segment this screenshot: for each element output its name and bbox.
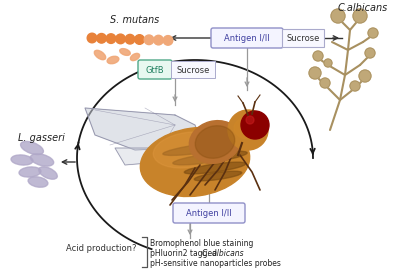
Text: Antigen I/II: Antigen I/II — [224, 34, 270, 43]
Circle shape — [228, 110, 268, 150]
Ellipse shape — [163, 141, 247, 155]
Text: Antigen I/II: Antigen I/II — [186, 208, 232, 217]
Text: C.albicans: C.albicans — [338, 3, 388, 13]
Circle shape — [241, 111, 269, 139]
Ellipse shape — [195, 126, 235, 158]
Ellipse shape — [30, 154, 54, 166]
FancyBboxPatch shape — [173, 203, 245, 223]
Circle shape — [324, 59, 332, 67]
Text: pH-sensitive nanoparticles probes: pH-sensitive nanoparticles probes — [150, 259, 281, 268]
Circle shape — [359, 70, 371, 82]
FancyBboxPatch shape — [171, 61, 215, 78]
Circle shape — [154, 35, 163, 45]
Polygon shape — [115, 148, 180, 165]
Circle shape — [135, 35, 144, 44]
Polygon shape — [85, 108, 200, 150]
Text: pHluorin2 tagged: pHluorin2 tagged — [150, 249, 219, 258]
Ellipse shape — [107, 56, 119, 64]
Circle shape — [97, 34, 106, 43]
Ellipse shape — [140, 128, 250, 197]
Circle shape — [246, 116, 254, 124]
Circle shape — [350, 81, 360, 91]
Circle shape — [353, 9, 367, 23]
Ellipse shape — [39, 167, 57, 179]
Ellipse shape — [184, 162, 246, 174]
FancyBboxPatch shape — [138, 60, 172, 79]
Circle shape — [87, 33, 97, 43]
Ellipse shape — [130, 53, 140, 61]
Ellipse shape — [28, 177, 48, 187]
FancyBboxPatch shape — [282, 29, 324, 47]
Text: C. albicans: C. albicans — [202, 249, 244, 258]
Ellipse shape — [20, 142, 44, 155]
Text: Bromophenol blue staining: Bromophenol blue staining — [150, 239, 253, 248]
Circle shape — [144, 35, 154, 44]
Circle shape — [313, 51, 323, 61]
Text: L. gasseri: L. gasseri — [18, 133, 65, 143]
Text: Acid production?: Acid production? — [66, 244, 137, 252]
Circle shape — [368, 28, 378, 38]
Text: GtfB: GtfB — [146, 66, 164, 75]
Circle shape — [365, 48, 375, 58]
Ellipse shape — [173, 151, 247, 165]
Text: S. mutans: S. mutans — [110, 15, 160, 25]
FancyBboxPatch shape — [211, 28, 283, 48]
Ellipse shape — [194, 171, 242, 181]
Ellipse shape — [234, 117, 262, 139]
Text: Sucrose: Sucrose — [176, 66, 210, 75]
Circle shape — [163, 36, 173, 45]
Ellipse shape — [94, 50, 106, 60]
Ellipse shape — [120, 49, 130, 55]
Circle shape — [331, 9, 345, 23]
Ellipse shape — [11, 155, 33, 165]
Ellipse shape — [19, 167, 41, 177]
Circle shape — [125, 34, 135, 44]
Ellipse shape — [153, 132, 223, 168]
Circle shape — [106, 34, 116, 43]
Circle shape — [320, 78, 330, 88]
Circle shape — [116, 34, 125, 44]
Circle shape — [309, 67, 321, 79]
Text: Sucrose: Sucrose — [286, 34, 320, 43]
Ellipse shape — [189, 121, 241, 163]
